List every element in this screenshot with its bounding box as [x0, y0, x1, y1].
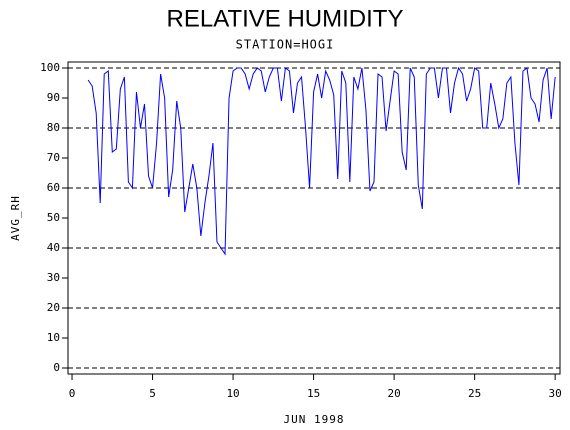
y-tick-label: 40 — [47, 241, 60, 254]
y-tick-label: 50 — [47, 211, 60, 224]
y-tick-label: 60 — [47, 181, 60, 194]
y-tick-label: 100 — [40, 61, 60, 74]
data-line — [87, 66, 556, 256]
x-tick-label: 15 — [307, 387, 320, 400]
x-tick-label: 20 — [387, 387, 400, 400]
plot-frame — [67, 61, 561, 375]
y-tick-label: 20 — [47, 301, 60, 314]
x-tick-label: 5 — [149, 387, 156, 400]
y-tick-label: 30 — [47, 271, 60, 284]
x-tick-label: 25 — [468, 387, 481, 400]
x-tick-label: 10 — [226, 387, 239, 400]
y-tick-label: 90 — [47, 91, 60, 104]
y-axis-label: AVG_RH — [9, 195, 22, 241]
x-tick-label: 0 — [69, 387, 76, 400]
x-tick-label: 30 — [549, 387, 562, 400]
chart-subtitle: STATION=HOGI — [236, 38, 335, 52]
y-tick-label: 10 — [47, 331, 60, 344]
x-axis-label: JUN 1998 — [284, 413, 345, 426]
y-tick-label: 0 — [53, 361, 60, 374]
y-tick-label: 80 — [47, 121, 60, 134]
y-tick-label: 70 — [47, 151, 60, 164]
chart-title: RELATIVE HUMIDITY — [167, 5, 404, 32]
